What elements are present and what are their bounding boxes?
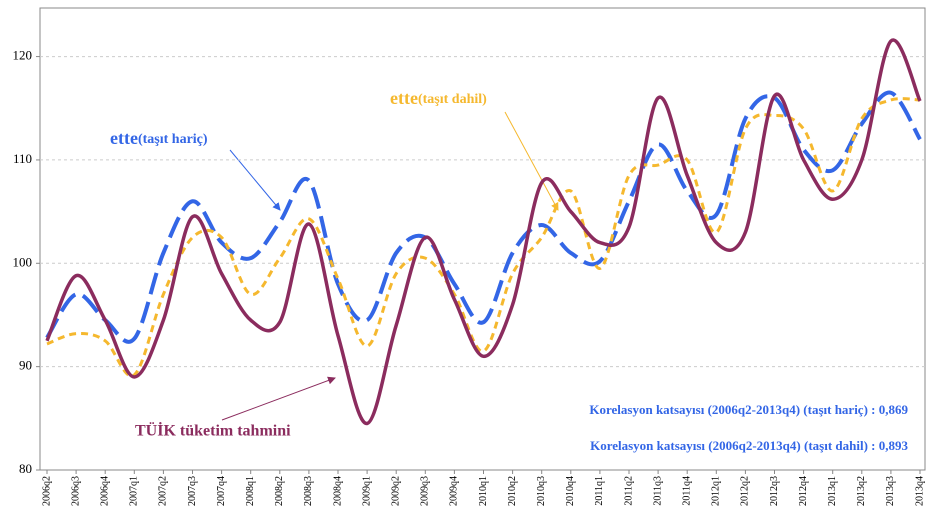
x-tick-label: 2006q4 <box>99 476 110 506</box>
x-tick-label: 2009q3 <box>420 476 431 506</box>
x-tick-label: 2008q3 <box>303 476 314 506</box>
x-tick-label: 2013q3 <box>885 476 896 506</box>
annotation-sub: (taşıt dahil) <box>418 92 487 107</box>
x-tick-label: 2012q1 <box>711 476 722 506</box>
x-tick-label: 2010q1 <box>478 476 489 506</box>
y-tick-label: 100 <box>13 254 33 269</box>
x-tick-label: 2009q1 <box>361 476 372 506</box>
x-tick-label: 2012q4 <box>798 476 809 506</box>
x-tick-label: 2007q3 <box>187 476 198 506</box>
x-tick-label: 2011q2 <box>623 476 634 506</box>
x-tick-label: 2007q2 <box>158 476 169 506</box>
arrow <box>221 376 336 421</box>
y-tick-label: 80 <box>19 461 32 476</box>
annotation-main: ette <box>110 128 138 148</box>
x-tick-label: 2013q2 <box>856 476 867 506</box>
x-tick-label: 2009q2 <box>390 476 401 506</box>
x-tick-label: 2007q4 <box>216 476 227 506</box>
x-tick-label: 2008q2 <box>274 476 285 506</box>
x-tick-label: 2012q2 <box>740 476 751 506</box>
x-tick-label: 2011q4 <box>681 476 692 506</box>
plot-frame <box>39 7 926 471</box>
x-tick-label: 2006q2 <box>41 476 52 506</box>
y-tick-label: 110 <box>13 151 32 166</box>
x-tick-label: 2013q1 <box>827 476 838 506</box>
x-tick-label: 2010q2 <box>507 476 518 506</box>
annotation: ette(taşıt hariç) <box>110 128 208 148</box>
series-line <box>45 38 922 426</box>
x-tick-label: 2012q3 <box>769 476 780 506</box>
annotation-main: ette <box>390 88 418 108</box>
x-tick-label: 2010q3 <box>536 476 547 506</box>
x-tick-label: 2010q4 <box>565 476 576 506</box>
x-tick-label: 2011q3 <box>652 476 663 506</box>
x-tick-label: 2008q4 <box>332 476 343 506</box>
x-tick-label: 2008q1 <box>245 476 256 506</box>
note: Korelasyon katsayısı (2006q2-2013q4) (ta… <box>589 402 908 417</box>
note: Korelasyon katsayısı (2006q2-2013q4) (ta… <box>590 438 908 453</box>
arrow <box>229 149 281 211</box>
x-tick-label: 2013q4 <box>914 476 925 506</box>
annotation-main: TÜİK tüketim tahmini <box>135 421 291 440</box>
series-line <box>45 90 922 344</box>
annotation: ette(taşıt dahil) <box>390 88 487 108</box>
y-tick-label: 120 <box>13 48 33 63</box>
annotation-sub: (taşıt hariç) <box>138 132 208 147</box>
y-tick-label: 90 <box>19 358 32 373</box>
x-tick-label: 2006q3 <box>70 476 81 506</box>
x-tick-label: 2009q4 <box>449 476 460 506</box>
x-tick-label: 2011q1 <box>594 476 605 506</box>
x-tick-label: 2007q1 <box>129 476 140 506</box>
arrow <box>504 111 559 211</box>
